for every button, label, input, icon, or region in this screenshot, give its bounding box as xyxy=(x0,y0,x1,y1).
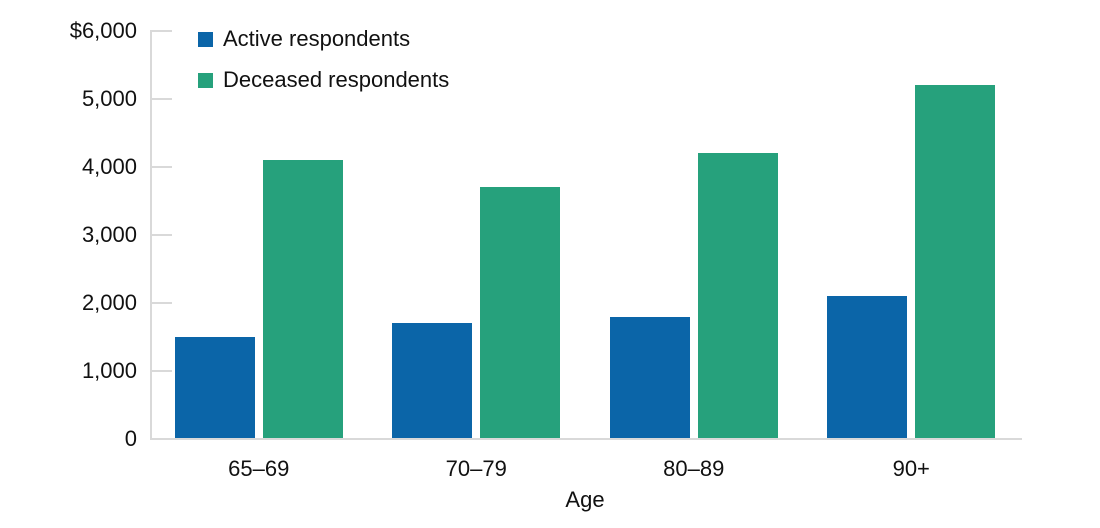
x-label-65-69: 65–69 xyxy=(228,456,290,481)
legend: Active respondents Deceased respondents xyxy=(198,26,449,108)
x-label-90plus: 90+ xyxy=(892,456,930,481)
y-tick-label-1000: 1,000 xyxy=(81,358,137,383)
y-tick-label-3000: 3,000 xyxy=(81,222,137,247)
bar-deceased-65-69 xyxy=(262,160,343,439)
bar-deceased-70-79 xyxy=(480,187,561,439)
plot-area xyxy=(150,31,1020,439)
legend-item-active: Active respondents xyxy=(198,26,449,52)
y-tick-label-4000: 4,000 xyxy=(81,153,137,179)
bar-active-80-89 xyxy=(609,316,690,439)
y-tick-label-2000: 2,000 xyxy=(81,289,137,315)
y-axis: $6,000 5,000 4,000 3,000 2,000 1,000 0 xyxy=(0,20,137,450)
x-axis-labels: 65–69 70–79 80–89 90+ xyxy=(150,456,1020,482)
bar-group-70-79 xyxy=(368,31,586,439)
bar-deceased-80-89 xyxy=(697,153,778,439)
bar-active-65-69 xyxy=(174,337,255,439)
legend-label-deceased: Deceased respondents xyxy=(223,67,450,92)
bar-active-70-79 xyxy=(392,323,473,439)
bar-group-90plus xyxy=(803,31,1021,439)
y-tick-label-5000: 5,000 xyxy=(81,85,137,111)
y-tick-label-6000: $6,000 xyxy=(69,18,137,43)
bar-group-80-89 xyxy=(585,31,803,439)
legend-item-deceased: Deceased respondents xyxy=(198,67,449,93)
x-axis-title: Age xyxy=(565,487,605,512)
x-label-80-89: 80–89 xyxy=(663,456,725,481)
legend-label-active: Active respondents xyxy=(223,26,411,51)
x-label-70-79: 70–79 xyxy=(445,456,507,481)
legend-swatch-active-icon xyxy=(198,31,213,47)
bar-deceased-90plus xyxy=(915,85,996,439)
bar-active-90plus xyxy=(827,296,908,439)
y-tick-label-0: 0 xyxy=(124,426,137,451)
bar-group-65-69 xyxy=(150,31,368,439)
x-axis-line xyxy=(150,438,1022,440)
legend-swatch-deceased-icon xyxy=(198,72,213,88)
